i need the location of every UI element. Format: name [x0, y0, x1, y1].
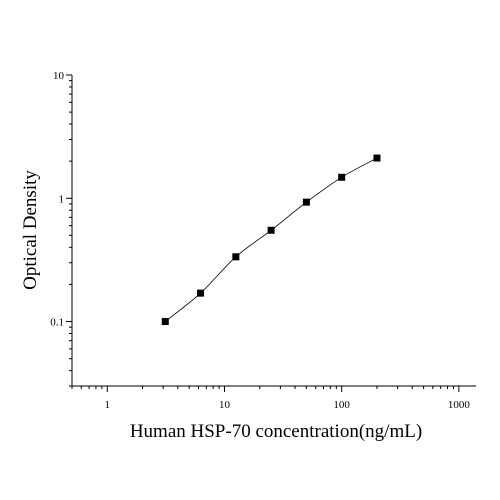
x-axis-title: Human HSP-70 concentration(ng/mL) [130, 421, 422, 442]
y-axis-title: Optical Density [20, 170, 41, 290]
fit-curve [165, 157, 378, 322]
y-tick-label: 0.1 [50, 317, 64, 329]
fit-curve-group [165, 157, 378, 322]
data-point [302, 198, 310, 206]
data-point [232, 253, 240, 261]
x-tick-label: 10 [219, 399, 231, 411]
data-points [161, 154, 381, 326]
ticks: 1 10 100 1000 0.1 1 10 [50, 70, 470, 411]
x-tick-label: 1 [105, 399, 111, 411]
data-point [373, 154, 381, 162]
data-point [161, 318, 169, 326]
x-tick-label: 100 [333, 399, 350, 411]
axes [71, 75, 476, 387]
x-tick-label: 1000 [448, 399, 471, 411]
data-point [338, 173, 346, 181]
y-tick-label: 1 [59, 193, 65, 205]
y-tick-label: 10 [53, 70, 65, 82]
data-point [197, 289, 205, 297]
data-point [267, 226, 275, 234]
